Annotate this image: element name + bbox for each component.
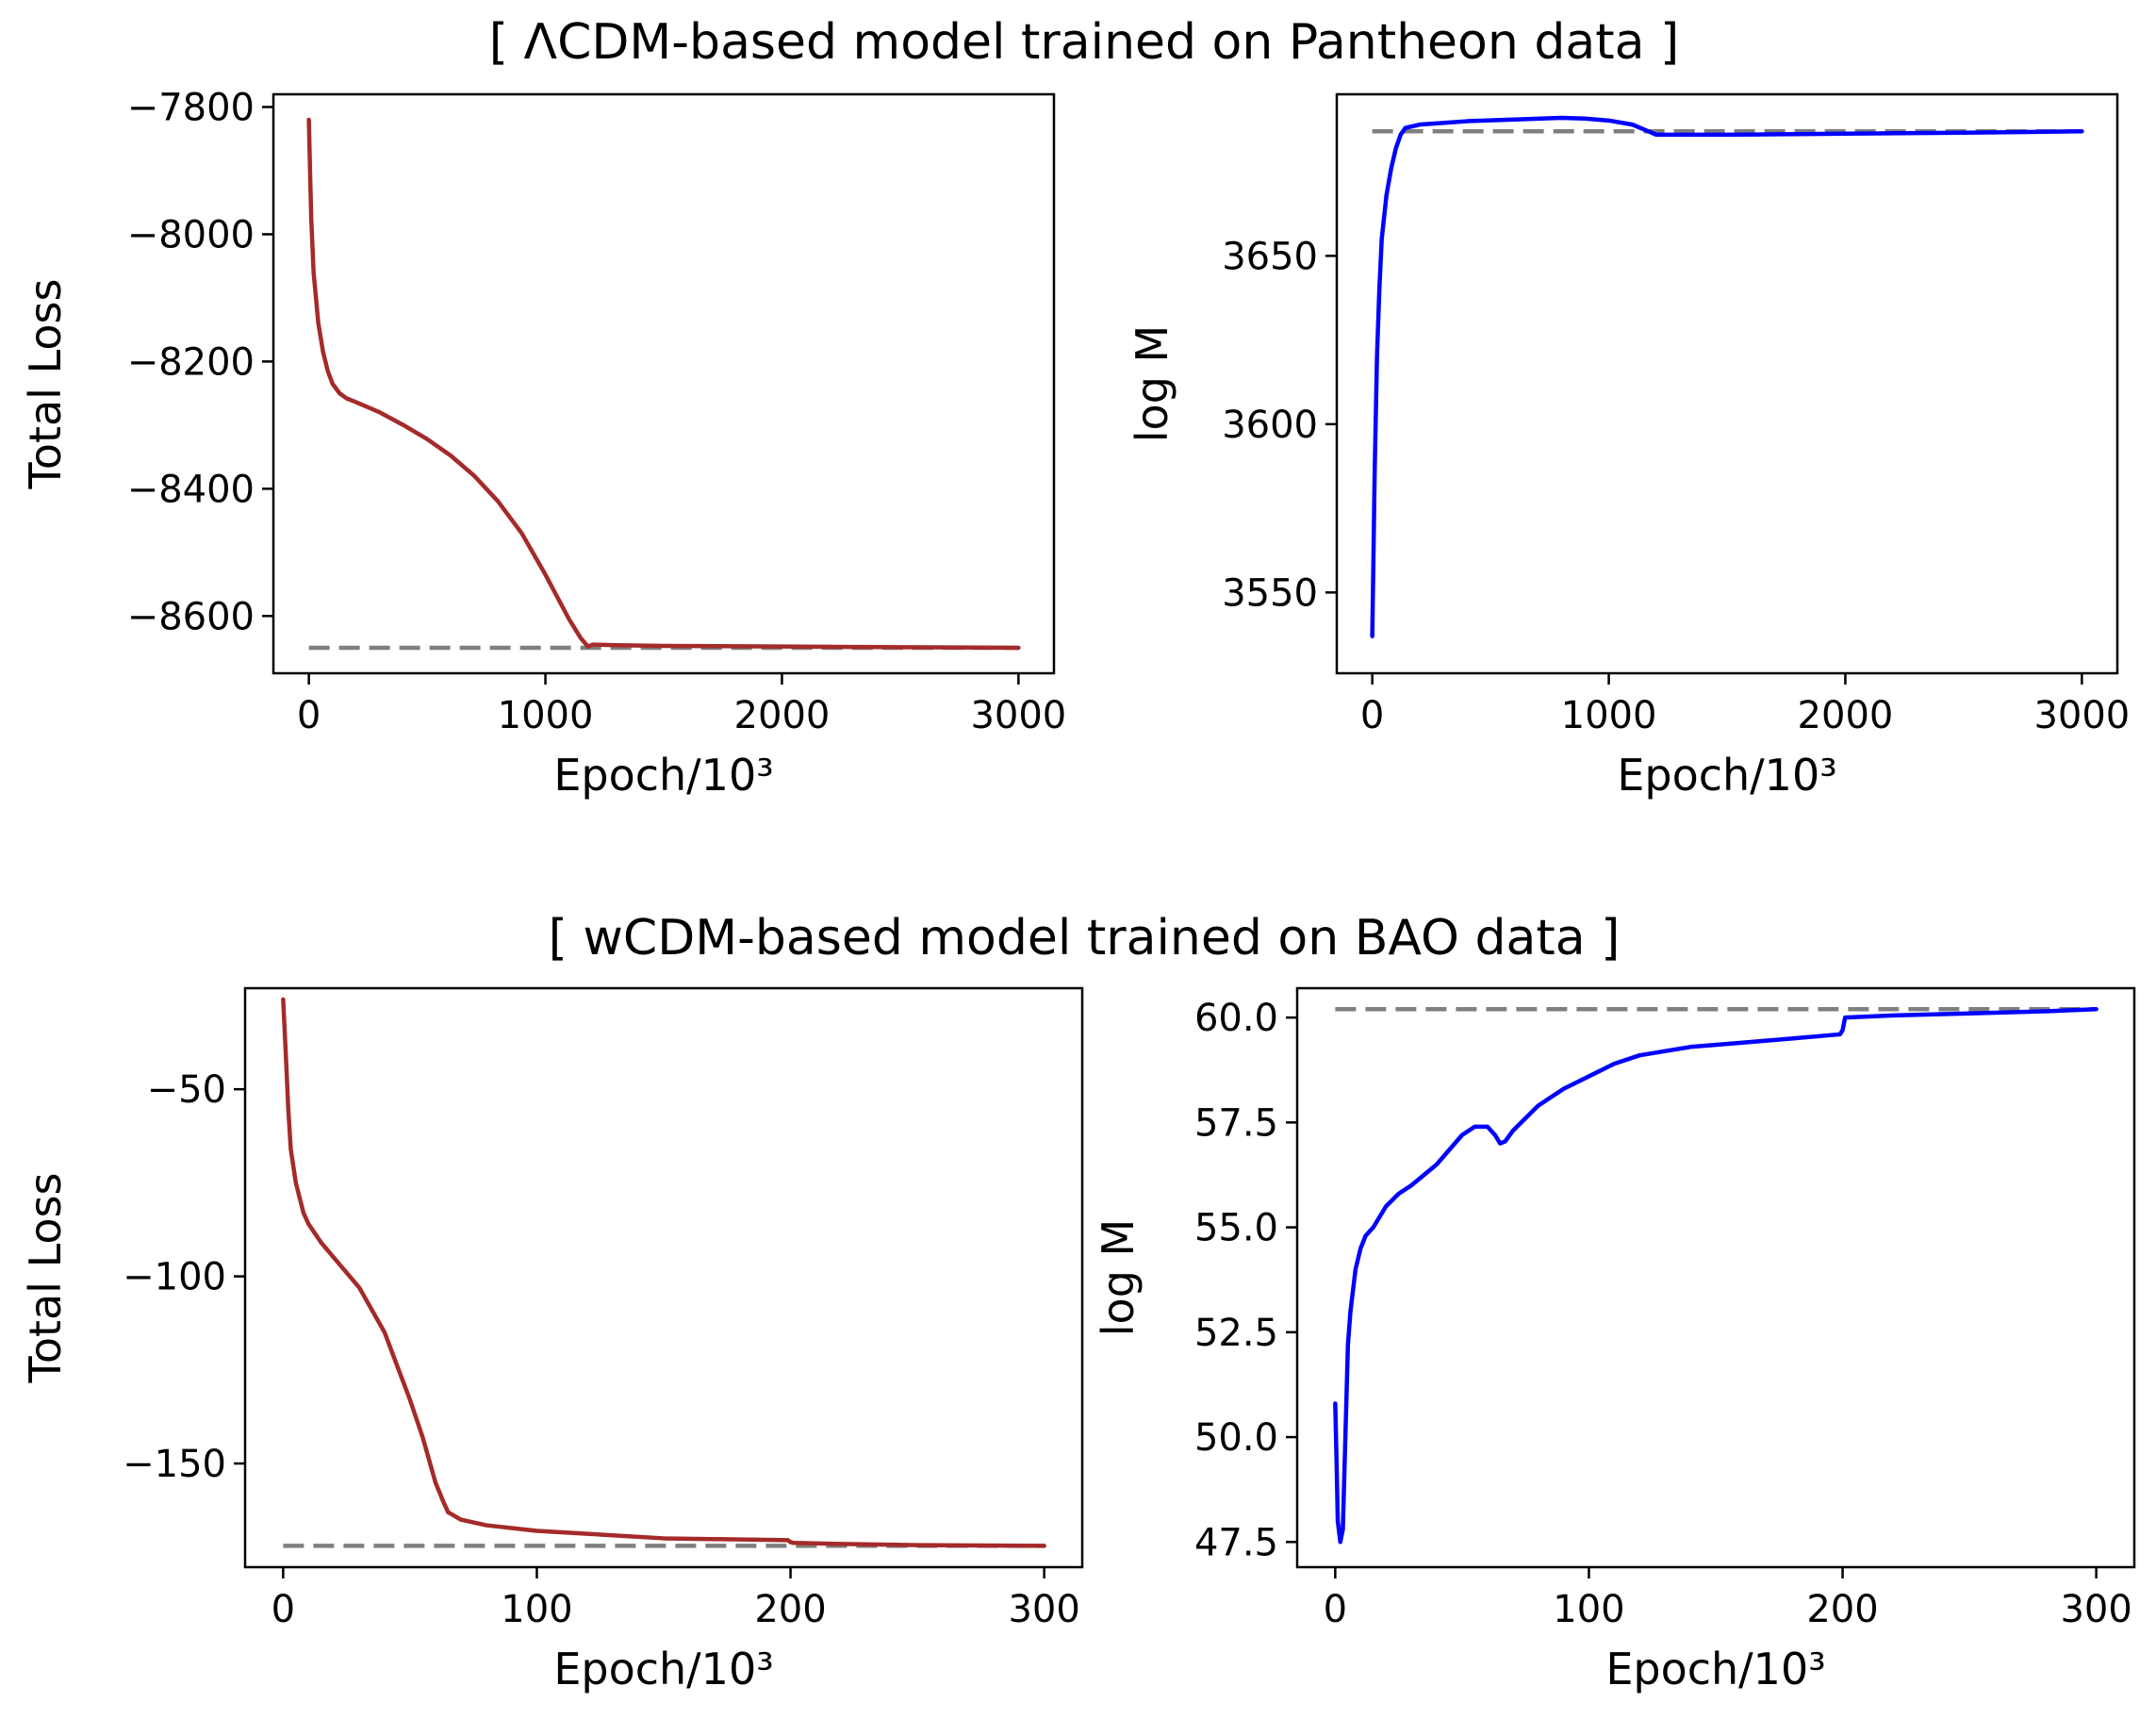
y-tick-label: −8200 xyxy=(127,340,255,384)
series-line xyxy=(281,997,1046,1548)
x-axis-label: Epoch/10³ xyxy=(1617,750,1836,801)
y-axis-label: log M xyxy=(1093,1219,1144,1336)
x-tick-label: 200 xyxy=(1806,1588,1878,1631)
x-tick-label: 0 xyxy=(1360,694,1384,737)
axes-frame xyxy=(243,986,1084,1569)
x-axis-label: Epoch/10³ xyxy=(553,1644,773,1694)
y-axis-label: Total Loss xyxy=(20,279,71,490)
panel-top-left: 0 1000 2000 3000 −7800 −8000 −8200 −8400 −8600 Ep… xyxy=(20,86,1066,801)
top-title: [ ΛCDM-based model trained on Pantheon d… xyxy=(489,14,1680,71)
y-tick-label: −8600 xyxy=(127,595,255,638)
y-tick-label: −8000 xyxy=(127,213,255,256)
y-tick-label: −50 xyxy=(147,1068,226,1112)
series-line xyxy=(306,117,1021,651)
x-tick-label: 2000 xyxy=(1798,694,1894,737)
series-line xyxy=(1333,1007,2098,1545)
y-tick-label: 52.5 xyxy=(1194,1312,1278,1355)
y-tick-label: −7800 xyxy=(127,86,255,129)
axes-frame xyxy=(1295,986,2136,1569)
y-tick-label: −8400 xyxy=(127,468,255,511)
x-axis-label: Epoch/10³ xyxy=(553,750,773,801)
x-tick-label: 300 xyxy=(1008,1588,1079,1631)
y-tick-label: −150 xyxy=(123,1443,226,1486)
x-axis-label: Epoch/10³ xyxy=(1605,1644,1825,1694)
y-tick-label: 3650 xyxy=(1222,235,1318,278)
bottom-title: [ wCDM-based model trained on BAO data ] xyxy=(549,910,1621,967)
axes-frame xyxy=(1335,92,2119,675)
x-tick-label: 0 xyxy=(1324,1588,1347,1631)
x-tick-label: 0 xyxy=(272,1588,295,1631)
x-tick-label: 1000 xyxy=(498,694,594,737)
y-tick-label: 3600 xyxy=(1222,404,1318,447)
panel-top-right: 0 1000 2000 3000 3550 3600 3650 Epoch/10³ log M xyxy=(1127,92,2130,801)
axes-frame xyxy=(272,92,1056,675)
y-tick-label: 60.0 xyxy=(1194,997,1278,1040)
series-line xyxy=(1370,115,2084,638)
panel-bottom-right: 0 100 200 300 47.5 50.0 52.5 55.0 57.5 60.0 Epoch/… xyxy=(1093,986,2136,1694)
y-tick-label: 50.0 xyxy=(1194,1416,1278,1460)
x-tick-label: 3000 xyxy=(2033,694,2130,737)
y-tick-label: 47.5 xyxy=(1194,1521,1278,1564)
x-tick-label: 2000 xyxy=(734,694,831,737)
x-tick-label: 300 xyxy=(2060,1588,2131,1631)
panel-bottom-left: 0 100 200 300 −50 −100 −150 Epoch/10³ Total Loss xyxy=(20,986,1084,1694)
x-tick-label: 200 xyxy=(754,1588,826,1631)
y-axis-label: Total Loss xyxy=(20,1173,71,1384)
x-tick-label: 3000 xyxy=(970,694,1066,737)
x-tick-label: 100 xyxy=(1553,1588,1624,1631)
y-tick-label: −100 xyxy=(123,1256,226,1299)
x-tick-label: 1000 xyxy=(1561,694,1657,737)
x-tick-label: 100 xyxy=(501,1588,572,1631)
y-tick-label: 55.0 xyxy=(1194,1207,1278,1250)
y-axis-label: log M xyxy=(1127,325,1177,442)
y-tick-label: 57.5 xyxy=(1194,1101,1278,1145)
x-tick-label: 0 xyxy=(297,694,321,737)
y-tick-label: 3550 xyxy=(1222,571,1318,615)
